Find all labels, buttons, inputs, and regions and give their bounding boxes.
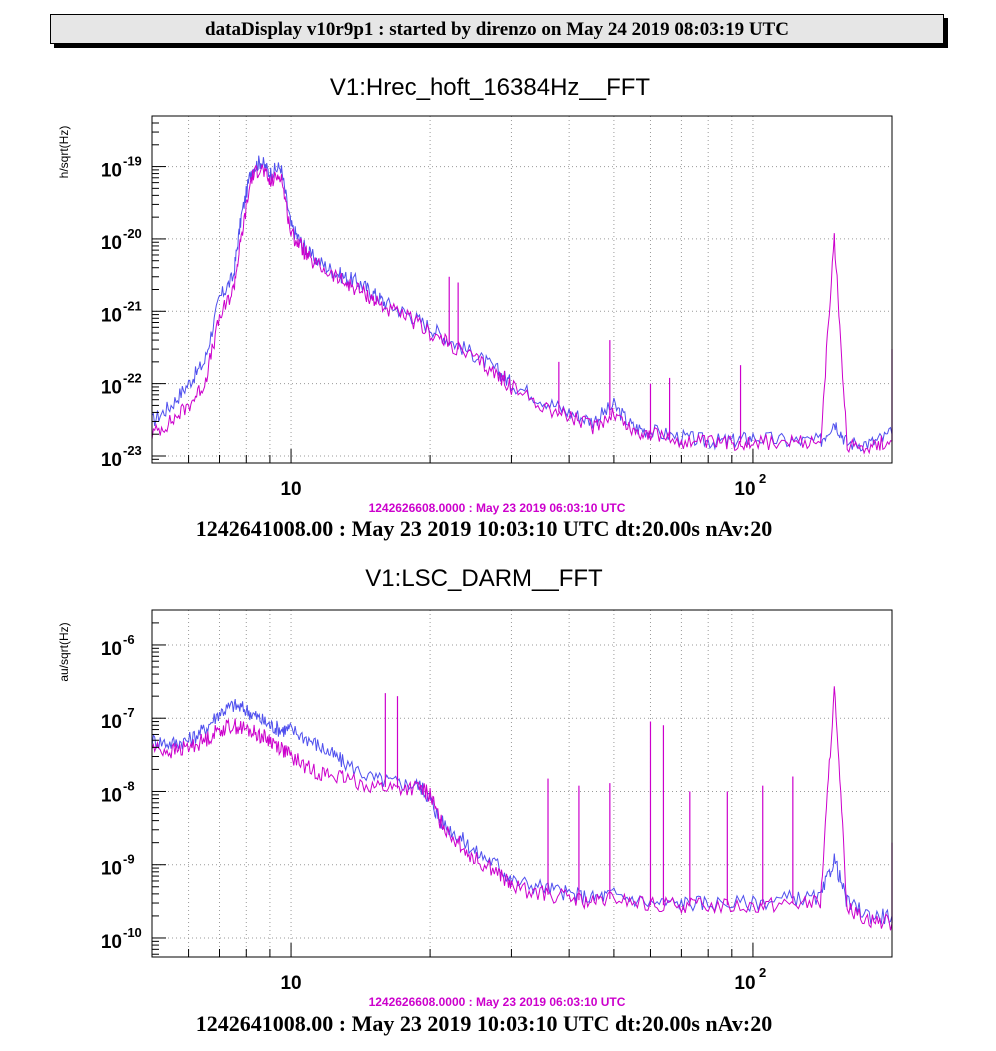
y-tick-label: 10 xyxy=(101,305,122,326)
y-axis-label: h/sqrt(Hz) xyxy=(57,126,71,179)
y-tick-label: 10 xyxy=(101,378,122,399)
chart-title: V1:LSC_DARM__FFT xyxy=(365,565,603,592)
y-tick-exponent: -6 xyxy=(123,632,135,647)
x-tick-label: 10 xyxy=(734,973,755,994)
y-tick-label: 10 xyxy=(101,712,122,733)
series-line xyxy=(151,155,893,452)
grid xyxy=(152,116,892,463)
y-tick-label: 10 xyxy=(101,859,122,880)
y-tick-label: 10 xyxy=(101,639,122,660)
y-tick-exponent: -20 xyxy=(123,226,142,241)
y-tick-exponent: -19 xyxy=(123,154,142,169)
y-tick-exponent: -9 xyxy=(123,852,135,867)
reference-time: 1242626608.0000 : May 23 2019 06:03:10 U… xyxy=(369,501,626,515)
y-tick-label: 10 xyxy=(101,233,122,254)
y-tick-exponent: -23 xyxy=(123,443,142,458)
footer-time: 1242641008.00 : May 23 2019 10:03:10 UTC… xyxy=(196,516,772,541)
series-group xyxy=(151,686,893,931)
x-tick-label: 10 xyxy=(280,973,301,994)
y-tick-exponent: -10 xyxy=(123,925,142,940)
series-line xyxy=(151,164,893,455)
plot-frame xyxy=(151,609,893,958)
y-tick-exponent: -22 xyxy=(123,371,142,386)
x-tick-label: 10 xyxy=(734,479,755,500)
y-tick-label: 10 xyxy=(101,932,122,953)
series-line xyxy=(151,699,893,925)
footer-time: 1242641008.00 : May 23 2019 10:03:10 UTC… xyxy=(196,1011,772,1036)
grid xyxy=(152,610,892,957)
x-tick-exponent: 2 xyxy=(759,471,766,486)
y-axis-label: au/sqrt(Hz) xyxy=(57,622,71,681)
y-tick-label: 10 xyxy=(101,785,122,806)
x-tick-exponent: 2 xyxy=(759,965,766,980)
chart-hrec-fft: V1:Hrec_hoft_16384Hz__FFT h/sqrt(Hz) 10 1… xyxy=(57,74,893,541)
y-tick-exponent: -7 xyxy=(123,705,135,720)
banner: dataDisplay v10r9p1 : started by direnzo… xyxy=(50,14,944,44)
series-line xyxy=(151,686,893,931)
chart-title: V1:Hrec_hoft_16384Hz__FFT xyxy=(330,74,651,101)
y-tick-exponent: -21 xyxy=(123,298,142,313)
y-tick-label: 10 xyxy=(101,450,122,471)
x-tick-label: 10 xyxy=(280,479,301,500)
reference-time: 1242626608.0000 : May 23 2019 06:03:10 U… xyxy=(369,995,626,1009)
series-group xyxy=(151,155,893,455)
y-tick-exponent: -8 xyxy=(123,778,135,793)
y-tick-label: 10 xyxy=(101,161,122,182)
